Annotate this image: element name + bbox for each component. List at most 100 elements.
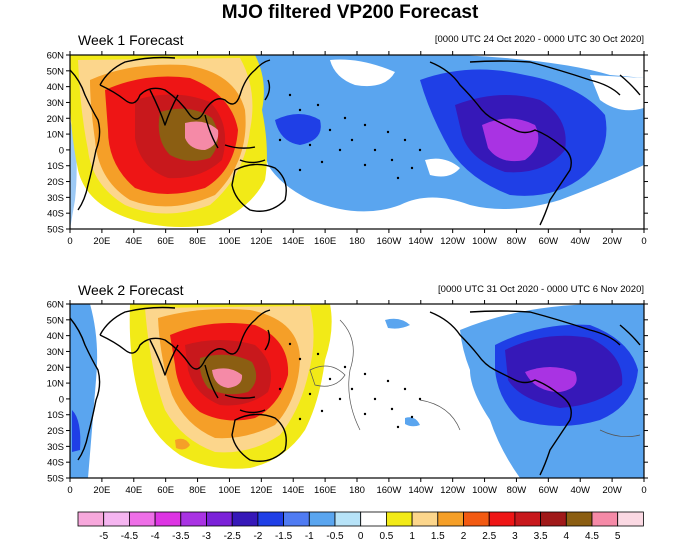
week-1-latitude-ticks: 60N 50N 40N 30N 20N 10N 0 10S 20S 30S 40S 50S [47,51,648,236]
lon-tick-label: 120W [440,236,465,247]
colorbar-label: -5 [99,531,108,542]
colorbar-label: 3 [512,531,518,542]
colorbar-boxes [77,511,644,527]
lon-tick-label: 100W [472,485,497,496]
island-dot [343,365,347,369]
lat-tick-label: 50N [47,66,65,77]
lon-tick-label: 80W [507,236,527,247]
lon-tick-label: 0 [67,236,72,247]
lon-tick-label: 20E [93,236,110,247]
island-dot [350,138,354,142]
week-2-contour-lines [309,319,641,437]
lon-tick-label: 0 [641,485,646,496]
lat-tick-label: 20N [47,363,65,374]
lon-tick-label: 120W [440,485,465,496]
colorbar-label: 4.5 [585,531,599,542]
island-dot [278,138,282,142]
colorbar-label: 1.5 [431,531,445,542]
colorbar: -5 -4.5 -4 -3.5 -3 -2.5 -2 -1.5 -1 -0.5 0 0.5 1 1.5 2 2… [77,511,644,542]
lon-tick-label: 160E [314,485,336,496]
lat-tick-label: 40N [47,82,65,93]
colorbar-label: -3.5 [172,531,190,542]
lon-tick-label: 80W [507,485,527,496]
colorbar-label: 2 [461,531,467,542]
lon-tick-label: 100E [218,485,240,496]
week-2-map: 60N 50N 40N 30N 20N 10N 0 10S 20S 30S 40S 50S 0 20E 4… [47,300,648,496]
colorbar-label: -1.5 [275,531,293,542]
week-1-contour-fill [70,55,644,229]
lat-tick-label: 10S [47,161,64,172]
lon-tick-label: 180 [349,485,365,496]
lon-tick-label: 40E [125,236,142,247]
colorbar-box [103,511,130,527]
island-dot [410,415,414,419]
lat-tick-label: 10S [47,410,64,421]
colorbar-box [283,511,310,527]
colorbar-box [565,511,593,527]
lon-tick-label: 100W [472,236,497,247]
panel-2-title: Week 2 Forecast [78,282,184,298]
lon-tick-label: 0 [641,236,646,247]
colorbar-box [540,511,567,527]
lon-tick-label: 160E [314,236,336,247]
lon-tick-label: 140E [282,236,304,247]
panel-2-date-range: [0000 UTC 31 Oct 2020 - 0000 UTC 6 Nov 2… [438,284,644,295]
colorbar-label: 5 [615,531,621,542]
lon-tick-label: 40E [125,485,142,496]
lon-tick-label: 180 [349,236,365,247]
lat-tick-label: 20S [47,426,64,437]
week-2-coastlines [69,306,641,476]
figure-title: MJO filtered VP200 Forecast [221,2,479,23]
lon-tick-label: 100E [218,236,240,247]
colorbar-label: -2.5 [224,531,242,542]
lon-tick-label: 80E [189,236,206,247]
island-dot [418,397,422,401]
island-dot [328,128,332,132]
colorbar-label: -0.5 [326,531,344,542]
lat-tick-label: 30N [47,98,65,109]
lon-tick-label: 20W [602,236,622,247]
lat-tick-label: 50S [47,225,64,236]
island-dot [373,397,377,401]
colorbar-box [437,511,464,527]
colorbar-label: -4.5 [121,531,139,542]
lon-tick-label: 20E [93,485,110,496]
lat-tick-label: 40S [47,458,64,469]
lon-tick-label: 140W [408,236,433,247]
colorbar-box [334,511,362,527]
island-dot [390,158,394,162]
island-dot [363,163,367,167]
colorbar-box [463,511,490,527]
lon-tick-label: 60E [157,236,174,247]
colorbar-label: 4 [564,531,570,542]
island-dot [410,166,414,170]
colorbar-box [231,511,259,527]
island-dot [288,342,292,346]
colorbar-box [308,511,336,527]
island-dot [418,148,422,152]
panel-1-title: Week 1 Forecast [78,32,184,48]
panel-1-date-range: [0000 UTC 24 Oct 2020 - 0000 UTC 30 Oct … [434,34,644,45]
lon-tick-label: 60W [539,236,559,247]
colorbar-box [591,511,619,527]
colorbar-label: -1 [305,531,314,542]
island-dot [386,130,390,134]
lat-tick-label: 0 [59,394,64,405]
colorbar-box [206,511,233,527]
island-dot [373,148,377,152]
colorbar-box [488,511,516,527]
island-dot [390,407,394,411]
island-dot [288,93,292,97]
colorbar-box [257,511,284,527]
week-1-map: 60N 50N 40N 30N 20N 10N 0 10S 20S 30S 40S 50S 0 20E 4… [47,51,648,247]
lon-tick-label: 60E [157,485,174,496]
lon-tick-label: 40W [570,236,590,247]
lat-tick-label: 10N [47,130,65,141]
island-dot [316,103,320,107]
island-dot [343,116,347,120]
lon-tick-label: 20W [602,485,622,496]
colorbar-box [385,511,413,527]
colorbar-label: -3 [202,531,211,542]
island-dot [363,372,367,376]
island-dot [298,108,302,112]
